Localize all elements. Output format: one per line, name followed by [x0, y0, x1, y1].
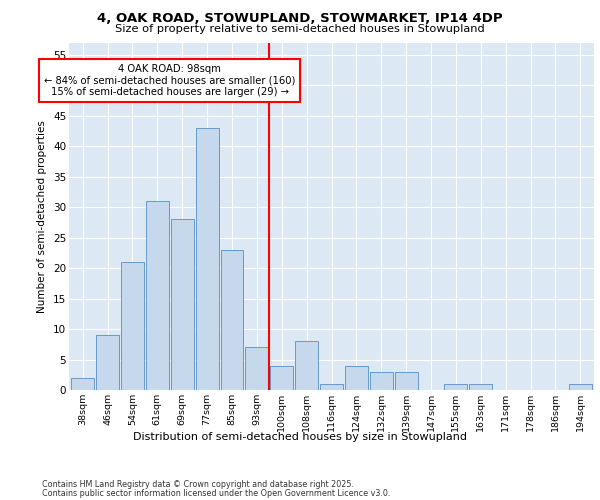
Bar: [469, 384, 492, 390]
Bar: [146, 201, 169, 390]
Y-axis label: Number of semi-detached properties: Number of semi-detached properties: [37, 120, 47, 312]
Bar: [395, 372, 418, 390]
Text: Contains public sector information licensed under the Open Government Licence v3: Contains public sector information licen…: [42, 489, 391, 498]
Bar: [196, 128, 218, 390]
Bar: [569, 384, 592, 390]
Bar: [245, 348, 268, 390]
Bar: [71, 378, 94, 390]
Text: 4, OAK ROAD, STOWUPLAND, STOWMARKET, IP14 4DP: 4, OAK ROAD, STOWUPLAND, STOWMARKET, IP1…: [97, 12, 503, 26]
Text: Contains HM Land Registry data © Crown copyright and database right 2025.: Contains HM Land Registry data © Crown c…: [42, 480, 354, 489]
Bar: [320, 384, 343, 390]
Bar: [270, 366, 293, 390]
Bar: [96, 335, 119, 390]
Text: Size of property relative to semi-detached houses in Stowupland: Size of property relative to semi-detach…: [115, 24, 485, 34]
Text: 4 OAK ROAD: 98sqm
← 84% of semi-detached houses are smaller (160)
15% of semi-de: 4 OAK ROAD: 98sqm ← 84% of semi-detached…: [44, 64, 295, 97]
Bar: [171, 220, 194, 390]
Bar: [345, 366, 368, 390]
Bar: [295, 341, 318, 390]
Bar: [445, 384, 467, 390]
Bar: [221, 250, 244, 390]
Text: Distribution of semi-detached houses by size in Stowupland: Distribution of semi-detached houses by …: [133, 432, 467, 442]
Bar: [121, 262, 144, 390]
Bar: [370, 372, 393, 390]
